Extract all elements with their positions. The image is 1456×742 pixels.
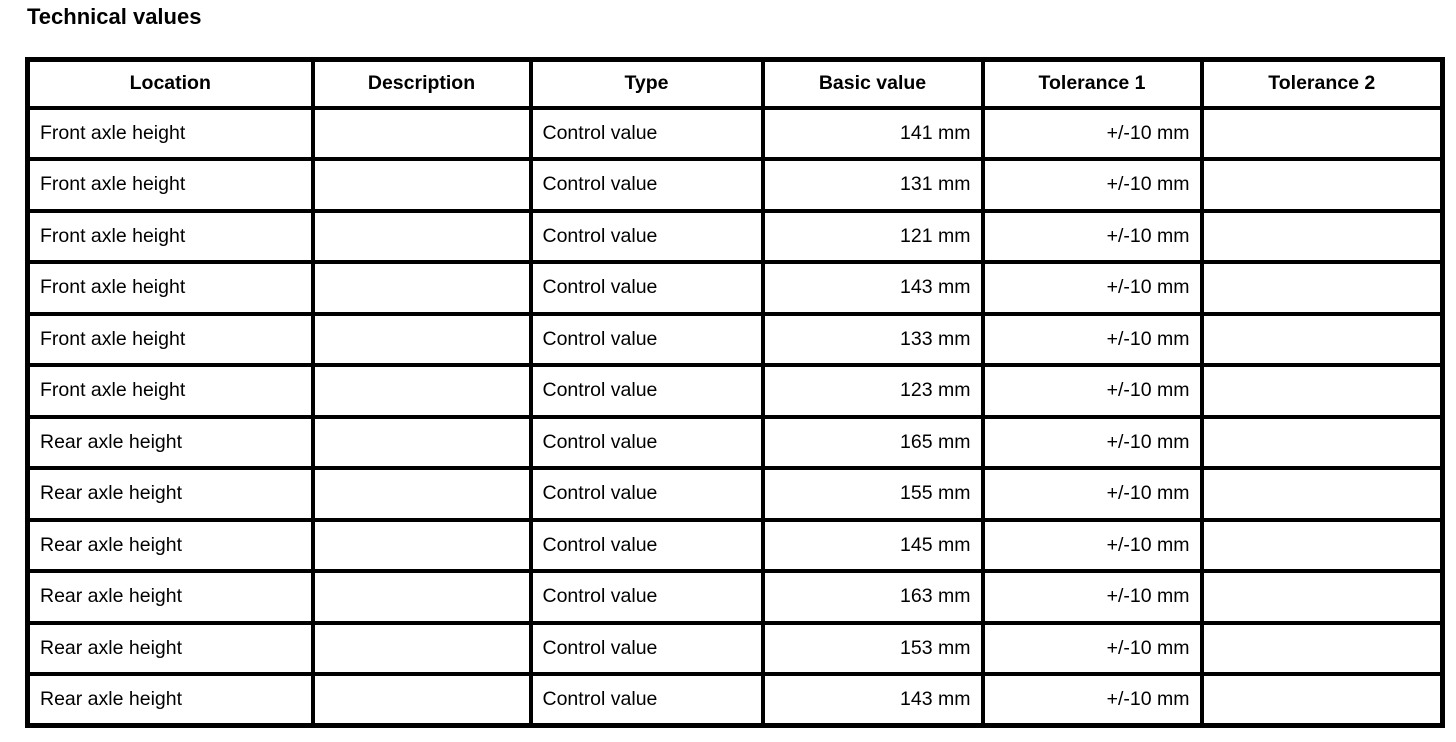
table-row: Rear axle height Control value 165 mm +/… xyxy=(25,414,1445,470)
cell-description xyxy=(310,105,533,161)
cell-basic-value: 131 mm xyxy=(760,157,985,213)
page-title: Technical values xyxy=(27,4,202,29)
cell-type: Control value xyxy=(528,620,765,676)
cell-basic-value: 143 mm xyxy=(760,672,985,728)
column-header-tolerance-2: Tolerance 2 xyxy=(1199,57,1445,110)
cell-description xyxy=(310,466,533,522)
table-row: Front axle height Control value 131 mm +… xyxy=(25,157,1445,213)
cell-location: Front axle height xyxy=(25,363,315,419)
cell-tolerance-1: +/-10 mm xyxy=(980,157,1204,213)
table-row: Rear axle height Control value 163 mm +/… xyxy=(25,569,1445,625)
cell-basic-value: 123 mm xyxy=(760,363,985,419)
cell-tolerance-2 xyxy=(1199,105,1445,161)
cell-basic-value: 163 mm xyxy=(760,569,985,625)
cell-type: Control value xyxy=(528,414,765,470)
table-row: Rear axle height Control value 153 mm +/… xyxy=(25,620,1445,676)
technical-values-table: Location Description Type Basic value To… xyxy=(25,57,1445,728)
cell-basic-value: 153 mm xyxy=(760,620,985,676)
cell-tolerance-2 xyxy=(1199,311,1445,367)
header-row: Location Description Type Basic value To… xyxy=(25,57,1445,110)
cell-location: Front axle height xyxy=(25,208,315,264)
cell-tolerance-2 xyxy=(1199,260,1445,316)
cell-type: Control value xyxy=(528,672,765,728)
column-header-tolerance-1: Tolerance 1 xyxy=(980,57,1204,110)
cell-description xyxy=(310,517,533,573)
cell-description xyxy=(310,672,533,728)
column-header-type: Type xyxy=(528,57,765,110)
table-row: Front axle height Control value 133 mm +… xyxy=(25,311,1445,367)
table-row: Rear axle height Control value 143 mm +/… xyxy=(25,672,1445,728)
cell-type: Control value xyxy=(528,363,765,419)
cell-description xyxy=(310,157,533,213)
cell-type: Control value xyxy=(528,569,765,625)
cell-type: Control value xyxy=(528,466,765,522)
table-body: Front axle height Control value 141 mm +… xyxy=(25,105,1445,728)
cell-tolerance-1: +/-10 mm xyxy=(980,569,1204,625)
cell-tolerance-1: +/-10 mm xyxy=(980,260,1204,316)
cell-tolerance-2 xyxy=(1199,569,1445,625)
table-row: Rear axle height Control value 145 mm +/… xyxy=(25,517,1445,573)
cell-type: Control value xyxy=(528,157,765,213)
cell-type: Control value xyxy=(528,517,765,573)
cell-tolerance-2 xyxy=(1199,208,1445,264)
cell-tolerance-2 xyxy=(1199,157,1445,213)
cell-basic-value: 155 mm xyxy=(760,466,985,522)
cell-type: Control value xyxy=(528,311,765,367)
cell-location: Rear axle height xyxy=(25,569,315,625)
cell-description xyxy=(310,311,533,367)
cell-description xyxy=(310,620,533,676)
cell-tolerance-2 xyxy=(1199,414,1445,470)
cell-location: Rear axle height xyxy=(25,414,315,470)
cell-description xyxy=(310,569,533,625)
cell-location: Rear axle height xyxy=(25,672,315,728)
cell-basic-value: 121 mm xyxy=(760,208,985,264)
cell-tolerance-2 xyxy=(1199,517,1445,573)
cell-location: Rear axle height xyxy=(25,620,315,676)
table-row: Front axle height Control value 143 mm +… xyxy=(25,260,1445,316)
cell-description xyxy=(310,260,533,316)
table-header: Location Description Type Basic value To… xyxy=(25,57,1445,110)
cell-description xyxy=(310,363,533,419)
cell-tolerance-1: +/-10 mm xyxy=(980,363,1204,419)
cell-tolerance-1: +/-10 mm xyxy=(980,105,1204,161)
column-header-description: Description xyxy=(310,57,533,110)
cell-tolerance-1: +/-10 mm xyxy=(980,414,1204,470)
cell-tolerance-1: +/-10 mm xyxy=(980,208,1204,264)
cell-location: Rear axle height xyxy=(25,517,315,573)
cell-location: Front axle height xyxy=(25,260,315,316)
cell-tolerance-1: +/-10 mm xyxy=(980,517,1204,573)
table-row: Front axle height Control value 121 mm +… xyxy=(25,208,1445,264)
cell-basic-value: 145 mm xyxy=(760,517,985,573)
cell-basic-value: 165 mm xyxy=(760,414,985,470)
cell-tolerance-1: +/-10 mm xyxy=(980,620,1204,676)
cell-location: Front axle height xyxy=(25,105,315,161)
cell-basic-value: 143 mm xyxy=(760,260,985,316)
cell-description xyxy=(310,208,533,264)
cell-tolerance-2 xyxy=(1199,363,1445,419)
cell-tolerance-1: +/-10 mm xyxy=(980,672,1204,728)
cell-tolerance-2 xyxy=(1199,466,1445,522)
cell-basic-value: 133 mm xyxy=(760,311,985,367)
table-row: Rear axle height Control value 155 mm +/… xyxy=(25,466,1445,522)
column-header-location: Location xyxy=(25,57,315,110)
cell-description xyxy=(310,414,533,470)
cell-type: Control value xyxy=(528,105,765,161)
cell-location: Rear axle height xyxy=(25,466,315,522)
column-header-basic-value: Basic value xyxy=(760,57,985,110)
cell-tolerance-2 xyxy=(1199,672,1445,728)
cell-tolerance-2 xyxy=(1199,620,1445,676)
cell-basic-value: 141 mm xyxy=(760,105,985,161)
cell-type: Control value xyxy=(528,208,765,264)
table-row: Front axle height Control value 123 mm +… xyxy=(25,363,1445,419)
table-row: Front axle height Control value 141 mm +… xyxy=(25,105,1445,161)
cell-location: Front axle height xyxy=(25,311,315,367)
cell-tolerance-1: +/-10 mm xyxy=(980,311,1204,367)
cell-type: Control value xyxy=(528,260,765,316)
cell-location: Front axle height xyxy=(25,157,315,213)
cell-tolerance-1: +/-10 mm xyxy=(980,466,1204,522)
